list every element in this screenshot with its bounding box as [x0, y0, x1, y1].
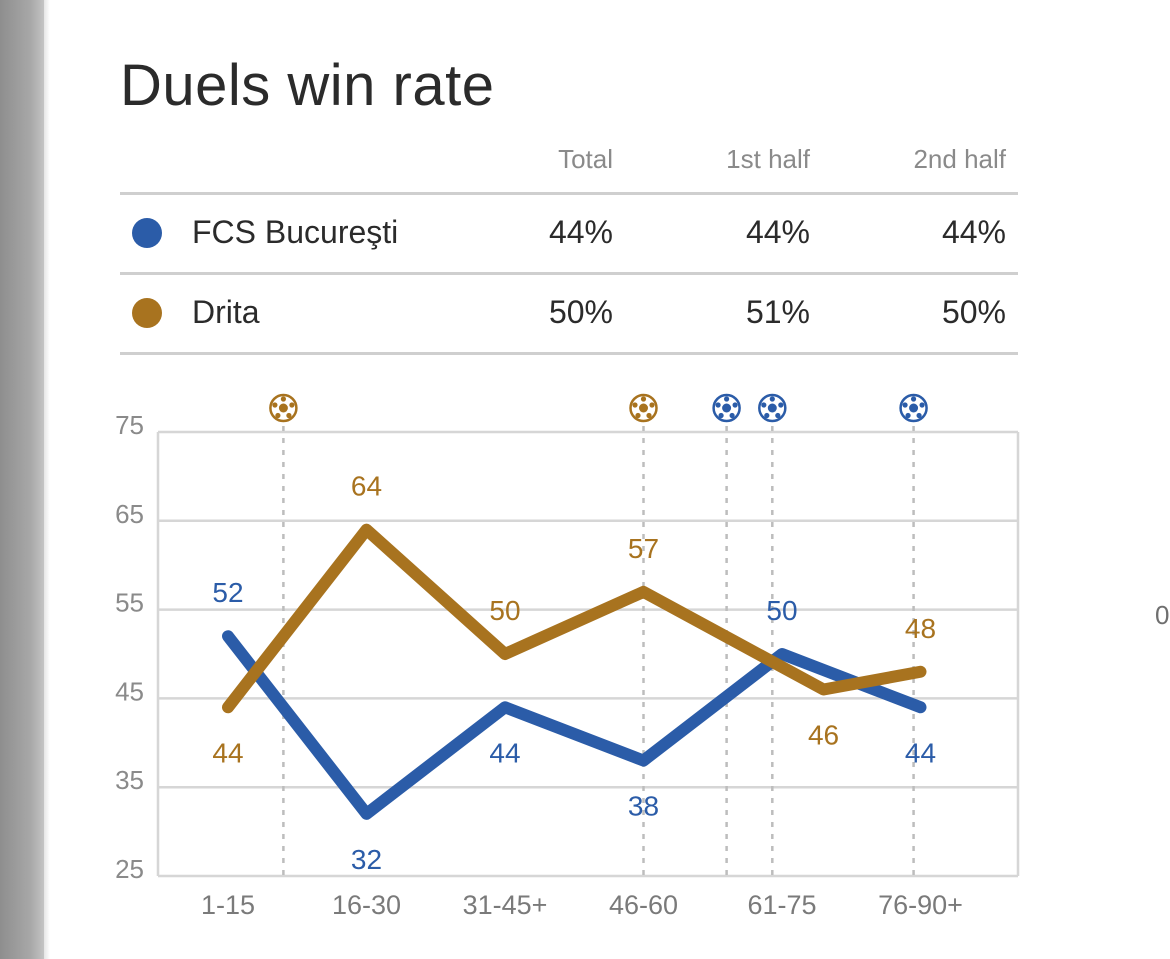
goal-ball-icon-patch [910, 396, 917, 402]
goal-ball-icon-center [909, 403, 919, 413]
goal-ball-icon-center [767, 403, 777, 413]
goal-ball-icon-patch [272, 402, 278, 408]
x-tick-label: 61-75 [747, 890, 816, 920]
stats-table-header: Total 1st half 2nd half [120, 140, 1018, 195]
data-label: 57 [628, 533, 659, 564]
data-label: 50 [489, 595, 520, 626]
goal-ball-icon-patch [775, 412, 781, 419]
data-label: 44 [489, 737, 520, 768]
data-label: 44 [212, 737, 243, 768]
y-tick-label: 65 [115, 499, 144, 529]
goal-ball-icon-patch [778, 402, 784, 408]
series-line-fcs [222, 630, 927, 820]
team-color-dot [132, 218, 162, 248]
data-label: 38 [628, 791, 659, 822]
column-header-first-half: 1st half [726, 144, 810, 174]
data-label: 32 [351, 844, 382, 875]
second-half-value: 50% [941, 294, 1006, 330]
goal-ball-icon-patch [649, 402, 655, 408]
data-label: 64 [351, 471, 382, 502]
goal-ball-icon-patch [646, 412, 652, 419]
team-color-dot [132, 298, 162, 328]
goal-ball-icon-patch [289, 402, 295, 408]
team-row-fcs: FCS Bucureşti 44% 44% 44% [120, 195, 1018, 275]
goal-ball-icon-center [278, 403, 288, 413]
y-tick-label: 45 [115, 676, 144, 706]
goal-ball-icon-patch [919, 402, 925, 408]
goal-ball-icon-patch [635, 412, 641, 419]
y-tick-label: 35 [115, 765, 144, 795]
goal-ball-icon-patch [769, 396, 775, 402]
column-header-total: Total [558, 144, 613, 174]
second-half-value: 44% [941, 214, 1006, 250]
first-half-value: 51% [745, 294, 810, 330]
team-name: Drita [192, 294, 260, 330]
first-half-value: 44% [745, 214, 810, 250]
series-line-drita [222, 523, 927, 714]
goal-ball-icon-patch [286, 412, 292, 419]
goal-ball-icon-patch [761, 402, 767, 408]
page-title: Duels win rate [120, 53, 495, 118]
team-row-drita: Drita 50% 51% 50% [120, 275, 1018, 355]
column-header-second-half: 2nd half [913, 144, 1006, 174]
y-tick-label: 55 [115, 588, 144, 618]
goal-ball-icon-patch [729, 412, 735, 419]
stats-card [50, 0, 1170, 959]
goal-ball-icon-patch [764, 412, 770, 419]
x-tick-label: 16-30 [332, 890, 401, 920]
goal-ball-icon-patch [280, 396, 286, 402]
x-tick-label: 1-15 [201, 890, 255, 920]
goal-ball-icon-patch [640, 396, 647, 402]
x-tick-label: 31-45+ [463, 890, 548, 920]
goal-ball-icon-patch [715, 402, 721, 408]
data-label: 48 [905, 613, 936, 644]
x-tick-label: 46-60 [609, 890, 678, 920]
total-value: 44% [548, 214, 613, 250]
goal-ball-icon-patch [724, 396, 730, 402]
goal-ball-icon-center [639, 403, 648, 413]
data-label: 52 [212, 577, 243, 608]
goal-ball-icon-patch [732, 402, 738, 408]
x-tick-label: 76-90+ [878, 890, 963, 920]
total-value: 50% [548, 294, 613, 330]
y-tick-label: 75 [115, 410, 144, 440]
goal-ball-icon-center [722, 403, 732, 413]
goal-ball-icon-patch [275, 412, 281, 419]
goal-ball-icon-patch [632, 402, 638, 408]
goal-ball-icon-patch [916, 412, 922, 419]
goal-ball-icon-patch [905, 412, 911, 419]
goal-ball-icon-patch [902, 402, 908, 408]
stats-table: Total 1st half 2nd half FCS Bucureşti 44… [120, 140, 1018, 355]
offscreen-value-fragment: 0 [1155, 600, 1170, 630]
data-label: 50 [766, 595, 797, 626]
y-tick-label: 25 [115, 854, 144, 884]
data-label: 46 [808, 720, 839, 751]
left-panel-edge [0, 0, 44, 959]
goal-ball-icon-patch [718, 412, 724, 419]
data-label: 44 [905, 737, 936, 768]
panel-shadow [44, 0, 50, 959]
team-name: FCS Bucureşti [192, 214, 399, 250]
